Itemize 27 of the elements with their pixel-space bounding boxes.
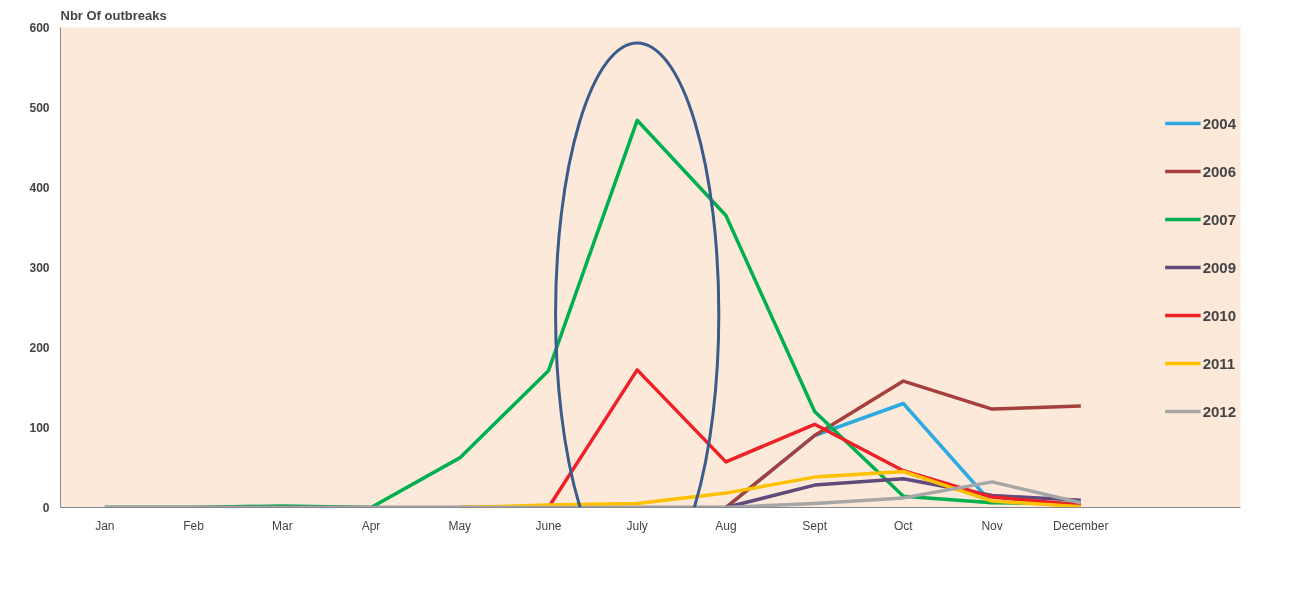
x-tick-label: Nov (981, 518, 1003, 533)
legend-label: 2009 (1202, 258, 1236, 276)
x-tick-label: June (535, 518, 562, 533)
x-tick-label: Mar (271, 518, 293, 533)
y-tick-label: 0 (42, 501, 50, 515)
x-tick-label: July (626, 518, 648, 533)
legend-label: 2006 (1202, 162, 1236, 180)
y-tick-label: 500 (29, 101, 50, 115)
y-tick-label: 100 (29, 421, 50, 435)
y-axis-title: Nbr Of outbreaks (60, 7, 167, 23)
y-tick-label: 600 (29, 21, 50, 35)
y-tick-label: 200 (29, 341, 50, 355)
y-tick-label: 300 (29, 261, 50, 275)
x-tick-label: Sept (802, 518, 828, 533)
x-tick-label: Aug (715, 518, 737, 533)
legend-label: 2011 (1202, 354, 1236, 372)
y-tick-label: 400 (29, 181, 50, 195)
x-tick-label: Apr (361, 518, 381, 533)
x-tick-label: May (448, 518, 472, 533)
x-tick-label: Jan (95, 518, 115, 533)
legend-label: 2012 (1202, 402, 1236, 420)
x-tick-label: December (1053, 518, 1109, 533)
legend-label: 2010 (1202, 306, 1236, 324)
x-tick-label: Feb (183, 518, 205, 533)
legend-label: 2007 (1202, 210, 1236, 228)
legend-label: 2004 (1202, 114, 1236, 132)
x-tick-label: Oct (894, 518, 914, 533)
